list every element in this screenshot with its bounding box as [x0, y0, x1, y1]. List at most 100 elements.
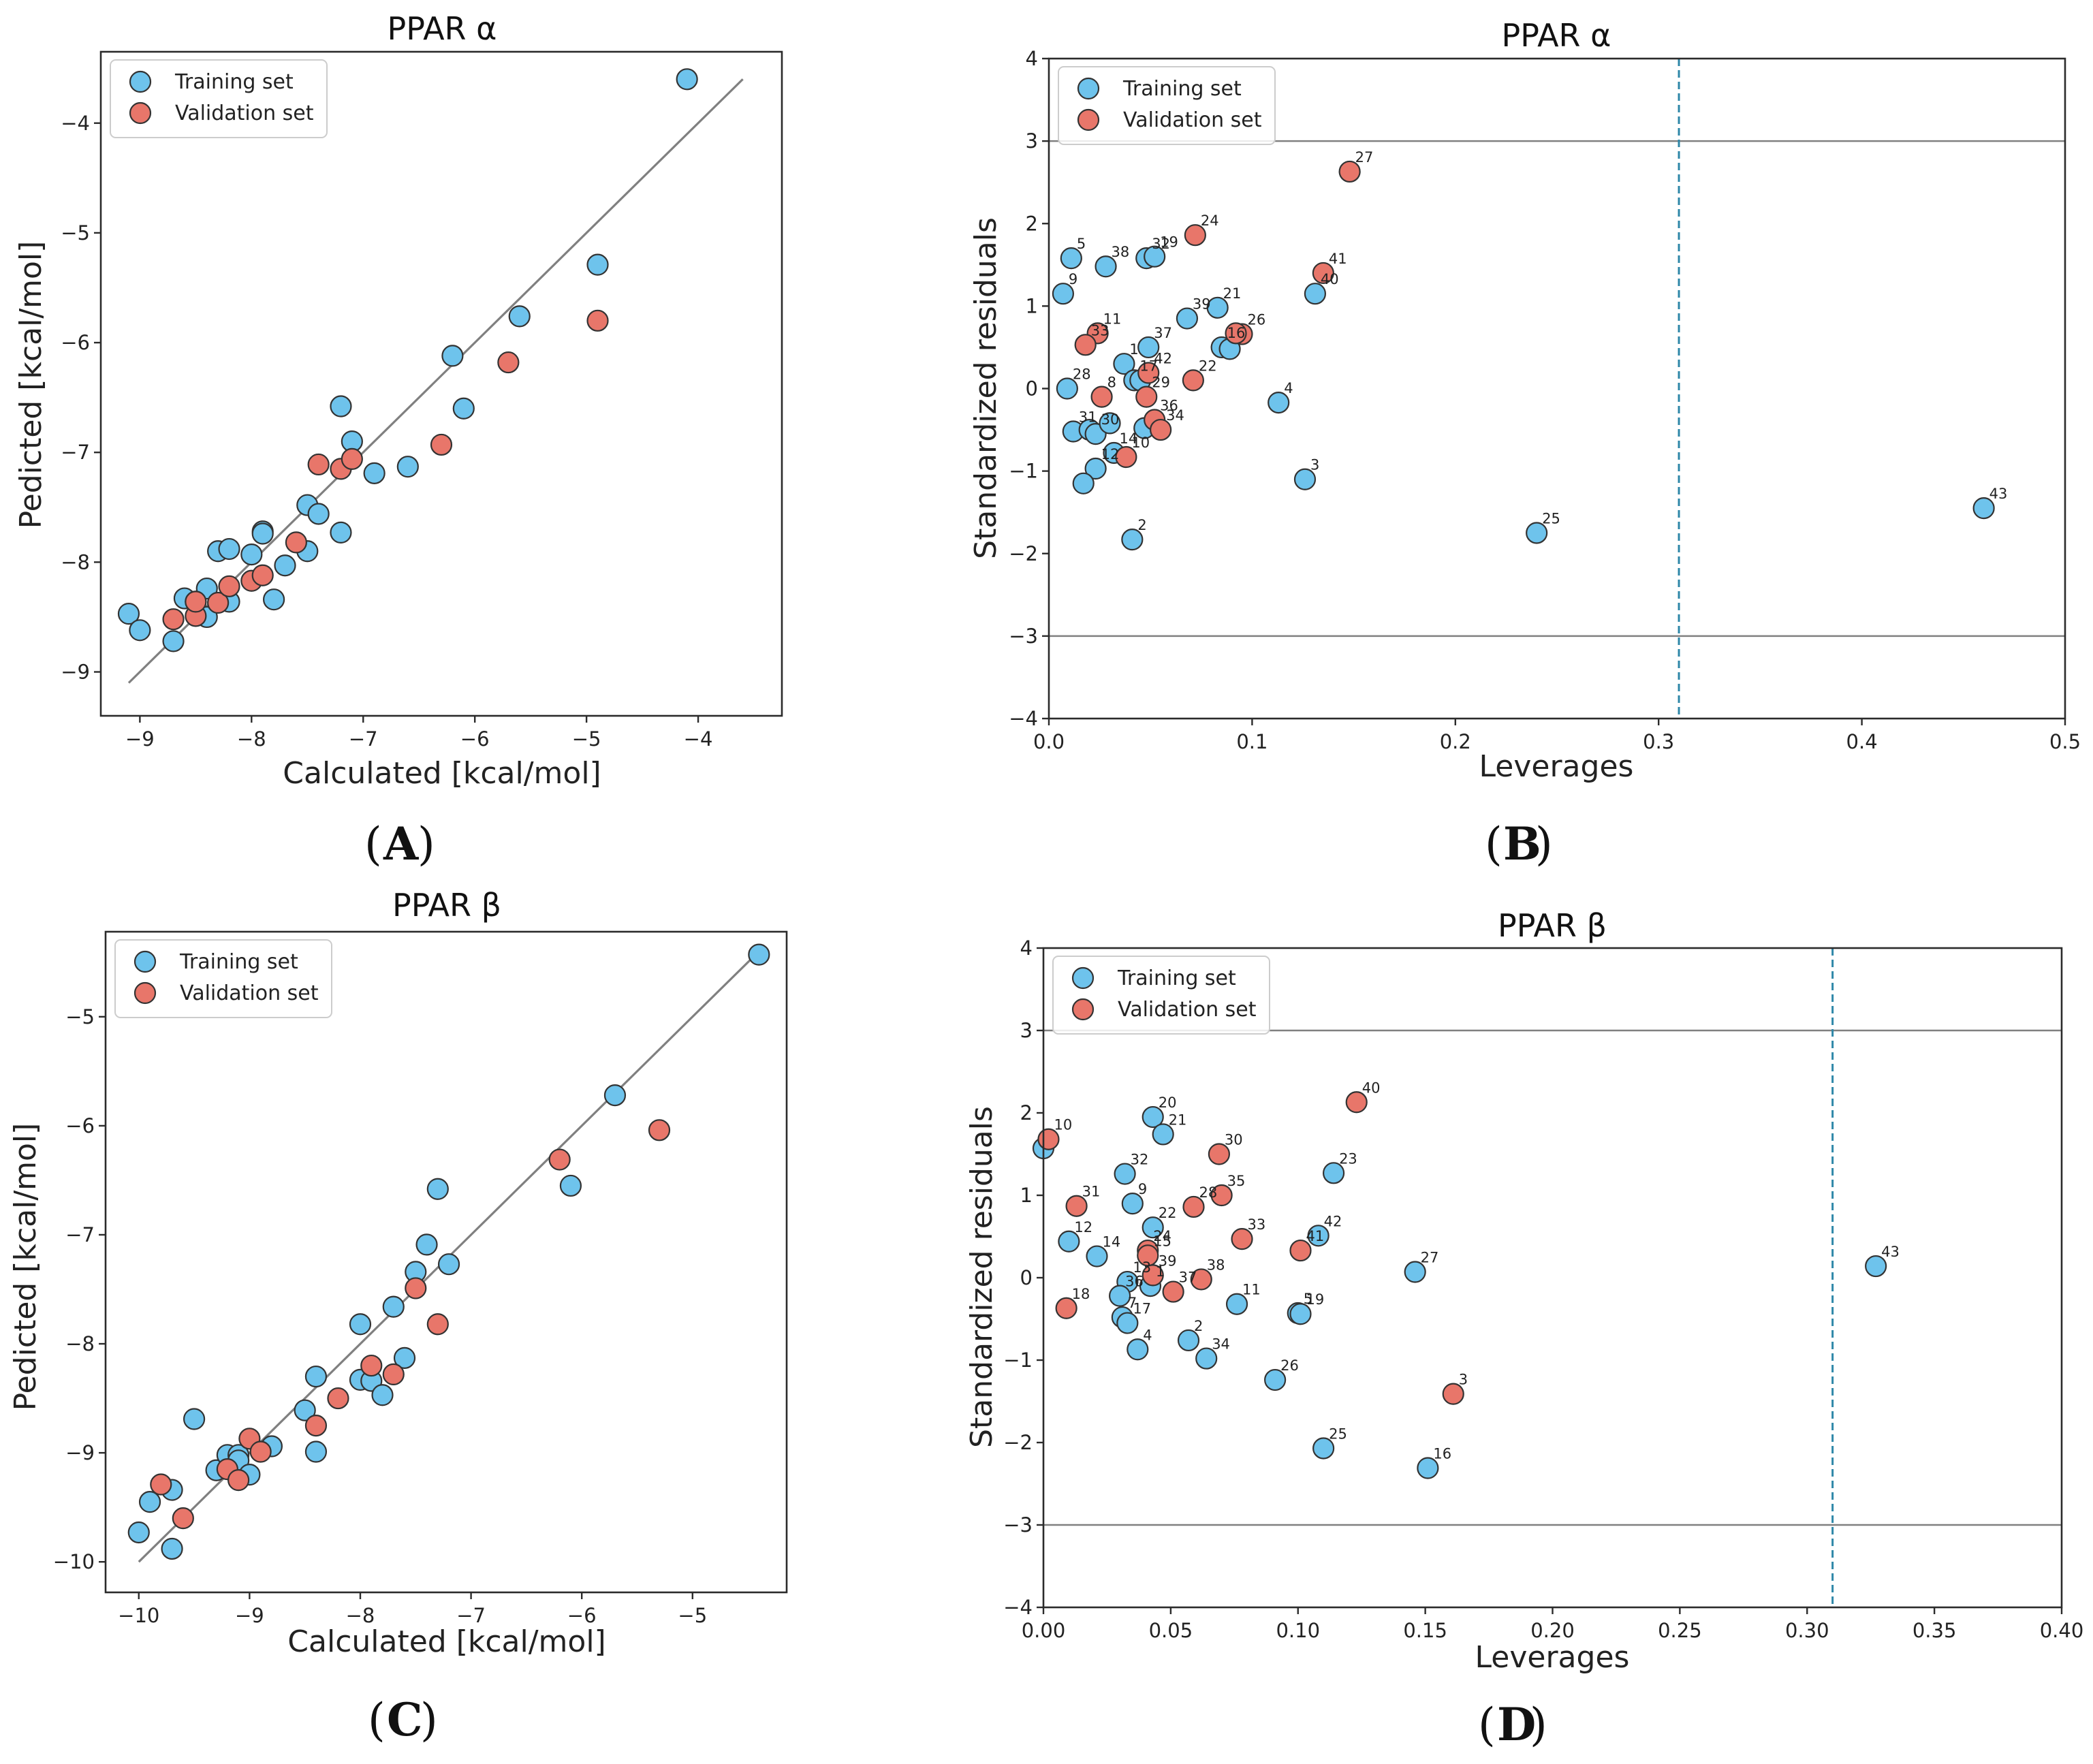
- panel-d-validation-point: [1182, 1195, 1205, 1218]
- panel-a-validation-point: [307, 453, 330, 476]
- panel-d-point-label: 13: [1133, 1259, 1151, 1276]
- panel-a-xtick-label: −5: [572, 727, 601, 751]
- panel-d-point-label: 16: [1433, 1446, 1451, 1462]
- panel-a-training-point: [363, 462, 385, 484]
- panel-d-validation-point: [1231, 1228, 1253, 1250]
- panel-b-ytick-label: −3: [1009, 625, 1038, 648]
- panel-a-ytick-label: −6: [61, 331, 90, 354]
- panel-c-legend-label: Validation set: [180, 981, 319, 1005]
- panel-b-training-point: [1304, 283, 1327, 305]
- panel-d-xtick-label: 0.40: [2040, 1619, 2084, 1642]
- panel-c-ytick-label: −5: [65, 1005, 95, 1028]
- panel-d-xtick-label: 0.10: [1276, 1619, 1320, 1642]
- panel-d-point-label: 7: [1128, 1295, 1137, 1311]
- panel-a-ytick-label: −7: [61, 441, 90, 464]
- panel-b-point-label: 30: [1101, 411, 1120, 428]
- panel-d-xtick-label: 0.35: [1913, 1619, 1957, 1642]
- panel-d-legend-label: Validation set: [1118, 998, 1257, 1022]
- panel-c-plot: −10 −9 −8 −7 −6 −5 −10 −9 −8 −7 −6 −5 Training set Va…: [53, 930, 788, 1627]
- panel-d-validation-point: [1210, 1184, 1233, 1207]
- panel-c-training-point: [371, 1384, 394, 1406]
- panel-b-point-label: 2: [1137, 517, 1146, 533]
- panel-d-point-label: 28: [1199, 1184, 1218, 1201]
- panel-d-training-point: [1114, 1163, 1136, 1185]
- panel-b-legend: [1058, 66, 1276, 145]
- panel-d-point-label: 18: [1072, 1286, 1090, 1302]
- panel-c-training-point: [559, 1174, 582, 1197]
- svg-text:(: (: [1485, 818, 1502, 870]
- panel-b-training-point: [1121, 529, 1144, 551]
- panel-d-point-label: 20: [1159, 1094, 1177, 1111]
- panel-c-training-point: [127, 1521, 150, 1544]
- panel-d-ytick-label: −4: [1003, 1596, 1033, 1619]
- panel-c-training-point: [304, 1440, 328, 1463]
- panel-d-point-label: 19: [1306, 1291, 1324, 1308]
- panel-d-point-label: 4: [1143, 1327, 1152, 1343]
- panel-b-training-point: [1113, 353, 1135, 375]
- panel-d-validation-point: [1055, 1297, 1077, 1319]
- panel-b-ytick-label: −4: [1009, 707, 1038, 730]
- panel-d-training-point: [1307, 1225, 1329, 1247]
- panel-a-ytick-label: −5: [61, 221, 90, 245]
- panel-b-validation-point: [1135, 385, 1158, 408]
- panel-d-legend: [1052, 956, 1270, 1035]
- panel-d-training-point: [1058, 1230, 1080, 1253]
- panel-b-point-label: 41: [1329, 251, 1347, 267]
- svg-text:): ): [1535, 818, 1553, 870]
- panel-c-validation-point: [426, 1313, 449, 1336]
- panel-b-point-label: 24: [1201, 212, 1219, 229]
- panel-a-validation-point: [430, 433, 453, 456]
- panel-d-xtick-label: 0.15: [1403, 1619, 1447, 1642]
- panel-d-label: D: [1497, 1698, 1536, 1751]
- panel-a-training-point: [117, 603, 140, 625]
- panel-c-legend-label: Training set: [179, 950, 298, 974]
- panel-a-training-point: [441, 345, 464, 367]
- panel-b-xlabel: Leverages: [1479, 749, 1634, 784]
- panel-a-training-point: [218, 537, 240, 561]
- panel-b-point-label: 11: [1103, 311, 1122, 327]
- panel-c-xtick-label: −8: [346, 1604, 375, 1627]
- panel-c-ytick-label: −9: [65, 1441, 95, 1464]
- panel-d-point-label: 26: [1280, 1357, 1299, 1374]
- svg-text:): ): [420, 1694, 438, 1746]
- panel-d-point-label: 17: [1133, 1301, 1151, 1317]
- svg-text:(: (: [368, 1694, 385, 1746]
- panel-b-training-point: [1206, 296, 1229, 319]
- panel-a-validation-point: [218, 575, 240, 597]
- panel-d-legend-label: Training set: [1117, 966, 1236, 990]
- panel-d-training-point: [1152, 1123, 1174, 1146]
- panel-b-point-label: 27: [1355, 149, 1374, 166]
- svg-text:): ): [418, 818, 435, 870]
- panel-b-xtick-label: 0.3: [1643, 730, 1674, 753]
- panel-c-validation-point: [327, 1387, 349, 1410]
- panel-d-ytick-label: −1: [1003, 1349, 1033, 1372]
- panel-b-training-point: [1972, 497, 1995, 520]
- panel-a-ytick-label: −8: [61, 550, 90, 573]
- panel-a-legend-marker: [129, 70, 152, 93]
- panel-a-validation-point: [285, 531, 307, 554]
- panel-b-axes-frame: [1048, 57, 2066, 720]
- panel-a-training-point: [508, 305, 531, 328]
- panel-b-point-label: 19: [1160, 234, 1178, 251]
- panel-c-ytick-label: −6: [65, 1114, 95, 1137]
- panel-b-xtick-label: 0.1: [1236, 730, 1268, 753]
- panel-a-validation-point: [586, 309, 609, 332]
- panel-d-point-label: 23: [1339, 1150, 1357, 1167]
- panel-b-xtick-label: 0.2: [1440, 730, 1471, 753]
- panel-d-training-point: [1177, 1329, 1200, 1352]
- panel-d-ylabel: Standardized residuals: [964, 1106, 999, 1448]
- panel-d-point-label: 10: [1054, 1117, 1072, 1133]
- panel-c-xtick-label: −10: [118, 1604, 159, 1627]
- panel-d-training-point: [1404, 1261, 1426, 1283]
- panel-c-training-point: [349, 1313, 372, 1336]
- panel-c-xlabel: Calculated [kcal/mol]: [287, 1624, 605, 1659]
- panel-c-ylabel: Pedicted [kcal/mol]: [8, 1123, 43, 1411]
- panel-b-point-label: 31: [1079, 409, 1097, 425]
- panel-b-validation-point: [1184, 224, 1206, 247]
- panel-b-training-point: [1176, 307, 1199, 330]
- panel-c-xtick-label: −7: [456, 1604, 486, 1627]
- panel-b-xtick-label: 0.4: [1846, 730, 1878, 753]
